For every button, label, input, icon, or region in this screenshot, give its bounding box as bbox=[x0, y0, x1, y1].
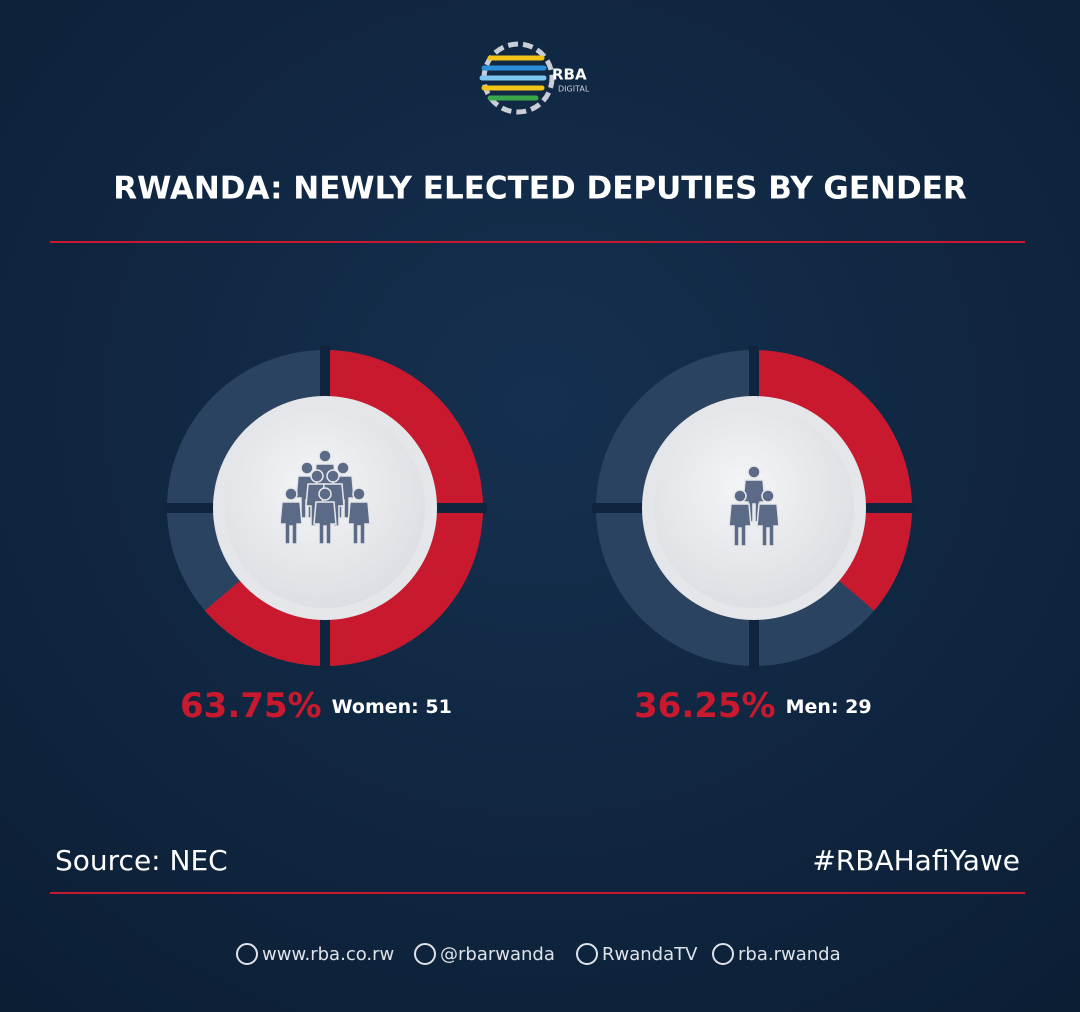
source: Source: NEC bbox=[55, 844, 228, 877]
icon-head bbox=[761, 489, 775, 503]
icon-head bbox=[326, 469, 340, 483]
percentage: 36.25% bbox=[634, 686, 776, 726]
link-text: www.rba.co.rw bbox=[262, 944, 394, 965]
link-text: RwandaTV bbox=[602, 944, 698, 965]
icon-head bbox=[352, 487, 366, 501]
category-label: Women: 51 bbox=[332, 696, 452, 718]
icon-body bbox=[347, 501, 371, 545]
category-label: Men: 29 bbox=[786, 696, 872, 718]
social-links: www.rba.co.rw @rbarwanda RwandaTV rba.rwand… bbox=[236, 943, 841, 965]
logo-sub: DIGITAL bbox=[558, 85, 590, 94]
icon-body bbox=[728, 503, 752, 547]
icon-head bbox=[310, 469, 324, 483]
icon-head bbox=[733, 489, 747, 503]
link-icon bbox=[576, 943, 598, 965]
icon-head bbox=[318, 487, 332, 501]
logo: RBA DIGITAL bbox=[479, 41, 590, 115]
percentage: 63.75% bbox=[180, 686, 322, 726]
donut-slice bbox=[754, 350, 913, 611]
link-icon bbox=[712, 943, 734, 965]
link-text: rba.rwanda bbox=[738, 944, 841, 965]
donut-chart: 63.75% Women: 51 bbox=[163, 346, 487, 726]
icon-head bbox=[300, 461, 314, 475]
icon-body bbox=[756, 503, 780, 547]
link-text: @rbarwanda bbox=[440, 944, 555, 965]
value-label-line: 63.75% Women: 51 bbox=[180, 686, 452, 726]
disc bbox=[654, 408, 854, 608]
donut-chart: 36.25% Men: 29 bbox=[592, 346, 916, 726]
donut-slice bbox=[204, 350, 484, 667]
icon-body bbox=[313, 501, 337, 545]
icon-head bbox=[747, 465, 761, 479]
link-icon bbox=[414, 943, 436, 965]
icon-head bbox=[318, 449, 332, 463]
title: RWANDA: NEWLY ELECTED DEPUTIES BY GENDER bbox=[113, 171, 967, 207]
value-label-line: 36.25% Men: 29 bbox=[634, 686, 872, 726]
icon-body bbox=[279, 501, 303, 545]
icon-head bbox=[284, 487, 298, 501]
charts: 63.75% Women: 51 36.25% Men: 29 bbox=[163, 346, 916, 726]
logo-name: RBA bbox=[552, 66, 587, 84]
hashtag: #RBAHafiYawe bbox=[812, 844, 1020, 877]
link-icon bbox=[236, 943, 258, 965]
icon-head bbox=[336, 461, 350, 475]
